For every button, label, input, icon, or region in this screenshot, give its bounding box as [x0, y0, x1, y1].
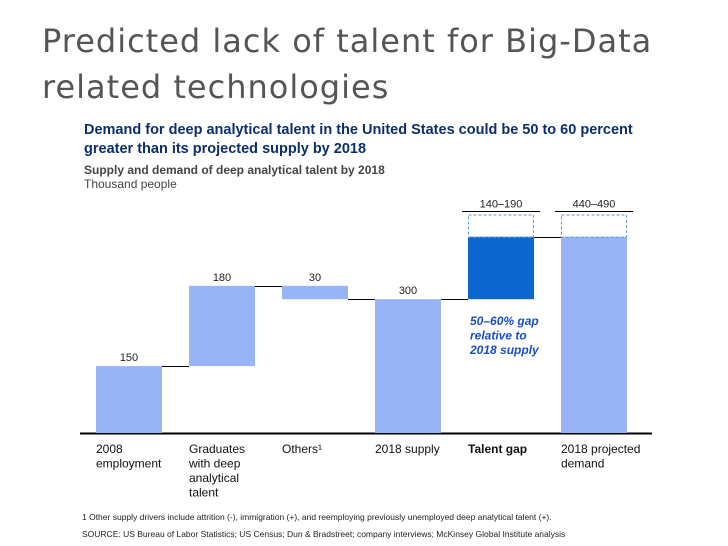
category-label-4: Talent gap [468, 442, 527, 456]
category-label-0: 2008 employment [96, 442, 162, 471]
gap-annotation-line: 50–60% gap [470, 314, 539, 328]
bar-2 [282, 285, 348, 300]
chart-title: Demand for deep analytical talent in the… [84, 122, 633, 157]
data-label-4: 140–190 [480, 198, 523, 210]
source-note: SOURCE: US Bureau of Labor Statistics; U… [82, 529, 566, 539]
category-label-5: 2018 projected demand [561, 442, 640, 471]
gap-annotation: 50–60% gap relative to 2018 supply [469, 314, 540, 357]
category-label-2: Others¹ [282, 442, 322, 456]
category-label-line: 2018 supply [375, 442, 440, 456]
footnote: 1 Other supply drivers include attrition… [82, 512, 552, 522]
chart-subtitle: Supply and demand of deep analytical tal… [84, 163, 385, 177]
gap-annotation-line: relative to [470, 329, 527, 343]
data-label-0: 150 [120, 352, 138, 364]
data-label-1: 180 [213, 272, 231, 284]
slide-title: Predicted lack of talent for Big-Data re… [42, 22, 653, 106]
category-label-line: talent [189, 486, 219, 500]
gap-annotation-line: 2018 supply [469, 343, 540, 357]
data-label-3: 300 [399, 285, 417, 297]
range-box-4 [468, 214, 534, 238]
data-label-2: 30 [309, 272, 321, 284]
category-label-line: analytical [189, 471, 239, 485]
range-box-5 [561, 214, 627, 238]
category-label-line: Graduates [189, 442, 245, 456]
bar-4 [468, 236, 534, 300]
category-label-line: Others¹ [282, 442, 322, 456]
category-label-line: Talent gap [468, 442, 527, 456]
bar-3 [375, 299, 441, 433]
chart-units: Thousand people [84, 177, 177, 191]
category-label-line: 2008 [96, 442, 123, 456]
bar-5 [561, 236, 627, 433]
category-label-line: employment [96, 457, 162, 471]
category-label-line: with deep [188, 457, 241, 471]
bar-0 [96, 366, 162, 433]
category-label-3: 2018 supply [375, 442, 440, 456]
category-label-1: Graduates with deep analytical talent [188, 442, 245, 500]
category-label-line: 2018 projected [561, 442, 640, 456]
category-label-line: demand [561, 457, 604, 471]
data-label-5: 440–490 [573, 198, 616, 210]
bar-1 [189, 285, 255, 367]
